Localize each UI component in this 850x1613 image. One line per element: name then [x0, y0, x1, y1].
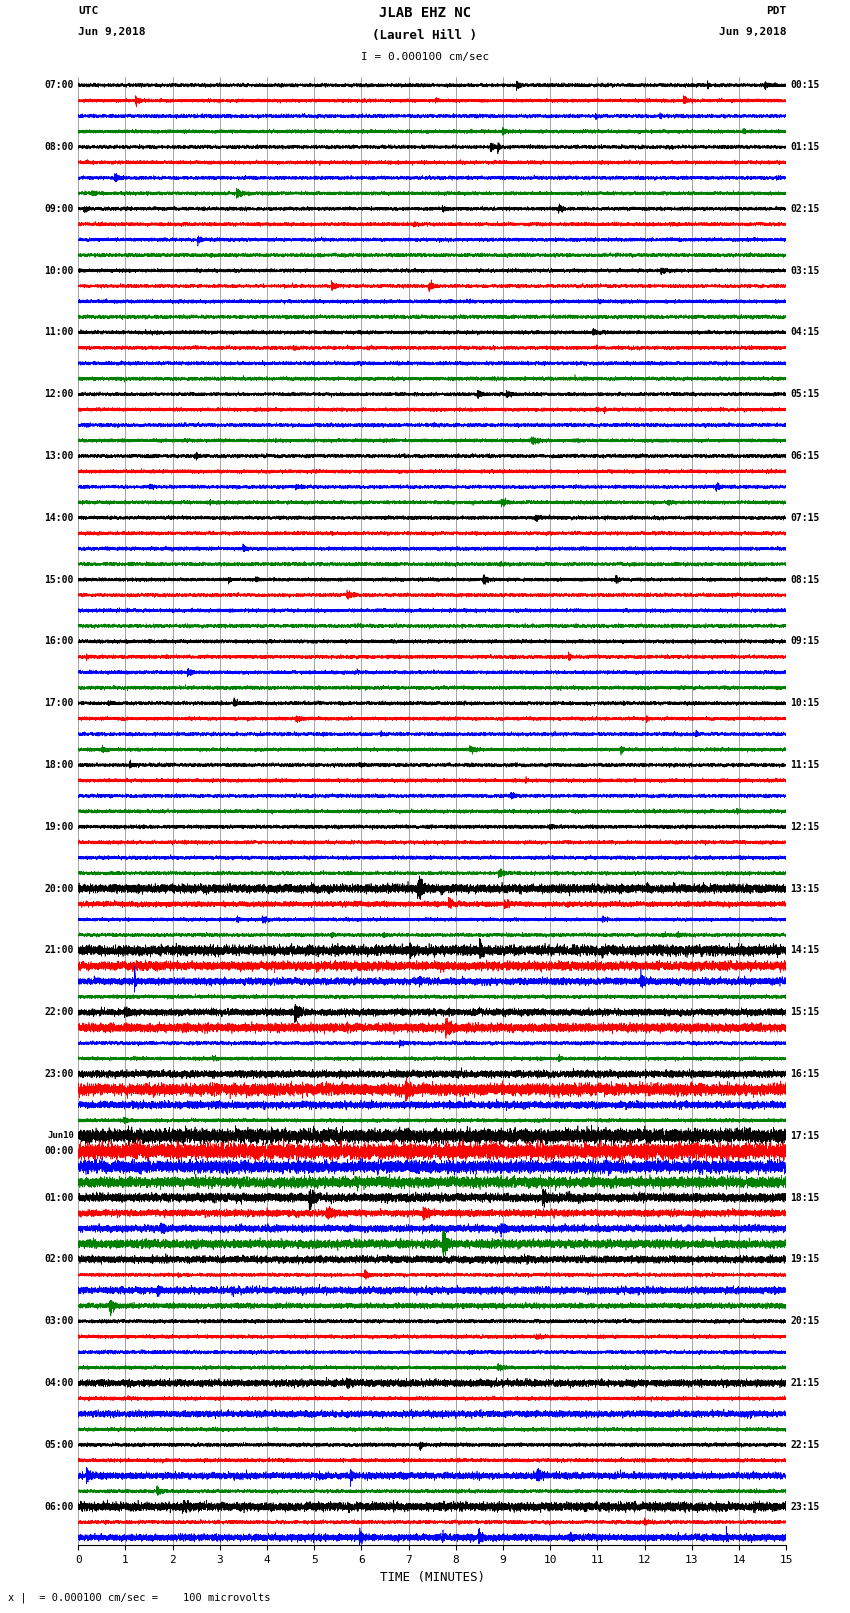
Text: 19:15: 19:15 [790, 1255, 820, 1265]
Text: I = 0.000100 cm/sec: I = 0.000100 cm/sec [361, 52, 489, 61]
Text: 21:15: 21:15 [790, 1378, 820, 1389]
Text: 20:00: 20:00 [44, 884, 74, 894]
Text: 16:00: 16:00 [44, 637, 74, 647]
Text: 13:00: 13:00 [44, 452, 74, 461]
Text: Jun 9,2018: Jun 9,2018 [78, 27, 145, 37]
Text: 08:00: 08:00 [44, 142, 74, 152]
Text: 13:15: 13:15 [790, 884, 820, 894]
Text: 00:00: 00:00 [44, 1147, 74, 1157]
Text: 18:15: 18:15 [790, 1192, 820, 1203]
Text: 01:00: 01:00 [44, 1192, 74, 1203]
Text: 03:15: 03:15 [790, 266, 820, 276]
Text: 02:15: 02:15 [790, 203, 820, 215]
Text: 22:15: 22:15 [790, 1440, 820, 1450]
Text: 20:15: 20:15 [790, 1316, 820, 1326]
Text: 17:15: 17:15 [790, 1131, 820, 1140]
Text: 07:00: 07:00 [44, 81, 74, 90]
Text: (Laurel Hill ): (Laurel Hill ) [372, 29, 478, 42]
Text: 09:15: 09:15 [790, 637, 820, 647]
Text: 00:15: 00:15 [790, 81, 820, 90]
Text: 15:15: 15:15 [790, 1007, 820, 1018]
Text: 02:00: 02:00 [44, 1255, 74, 1265]
Text: 06:15: 06:15 [790, 452, 820, 461]
Text: 19:00: 19:00 [44, 821, 74, 832]
Text: 10:00: 10:00 [44, 266, 74, 276]
Text: 05:00: 05:00 [44, 1440, 74, 1450]
Text: 10:15: 10:15 [790, 698, 820, 708]
Text: 14:00: 14:00 [44, 513, 74, 523]
Text: 05:15: 05:15 [790, 389, 820, 398]
Text: UTC: UTC [78, 6, 99, 16]
Text: 04:15: 04:15 [790, 327, 820, 337]
Text: 12:00: 12:00 [44, 389, 74, 398]
Text: x |  = 0.000100 cm/sec =    100 microvolts: x | = 0.000100 cm/sec = 100 microvolts [8, 1592, 271, 1603]
Text: 15:00: 15:00 [44, 574, 74, 584]
Text: 01:15: 01:15 [790, 142, 820, 152]
Text: 16:15: 16:15 [790, 1069, 820, 1079]
Text: 18:00: 18:00 [44, 760, 74, 769]
Text: PDT: PDT [766, 6, 786, 16]
Text: 08:15: 08:15 [790, 574, 820, 584]
Text: 06:00: 06:00 [44, 1502, 74, 1511]
Text: 14:15: 14:15 [790, 945, 820, 955]
Text: 09:00: 09:00 [44, 203, 74, 215]
Text: 12:15: 12:15 [790, 821, 820, 832]
Text: 07:15: 07:15 [790, 513, 820, 523]
Text: 11:15: 11:15 [790, 760, 820, 769]
Text: 03:00: 03:00 [44, 1316, 74, 1326]
Text: 23:15: 23:15 [790, 1502, 820, 1511]
Text: 21:00: 21:00 [44, 945, 74, 955]
Text: JLAB EHZ NC: JLAB EHZ NC [379, 6, 471, 21]
Text: 22:00: 22:00 [44, 1007, 74, 1018]
X-axis label: TIME (MINUTES): TIME (MINUTES) [380, 1571, 484, 1584]
Text: 04:00: 04:00 [44, 1378, 74, 1389]
Text: 23:00: 23:00 [44, 1069, 74, 1079]
Text: Jun 9,2018: Jun 9,2018 [719, 27, 786, 37]
Text: Jun10: Jun10 [47, 1131, 74, 1140]
Text: 17:00: 17:00 [44, 698, 74, 708]
Text: 11:00: 11:00 [44, 327, 74, 337]
